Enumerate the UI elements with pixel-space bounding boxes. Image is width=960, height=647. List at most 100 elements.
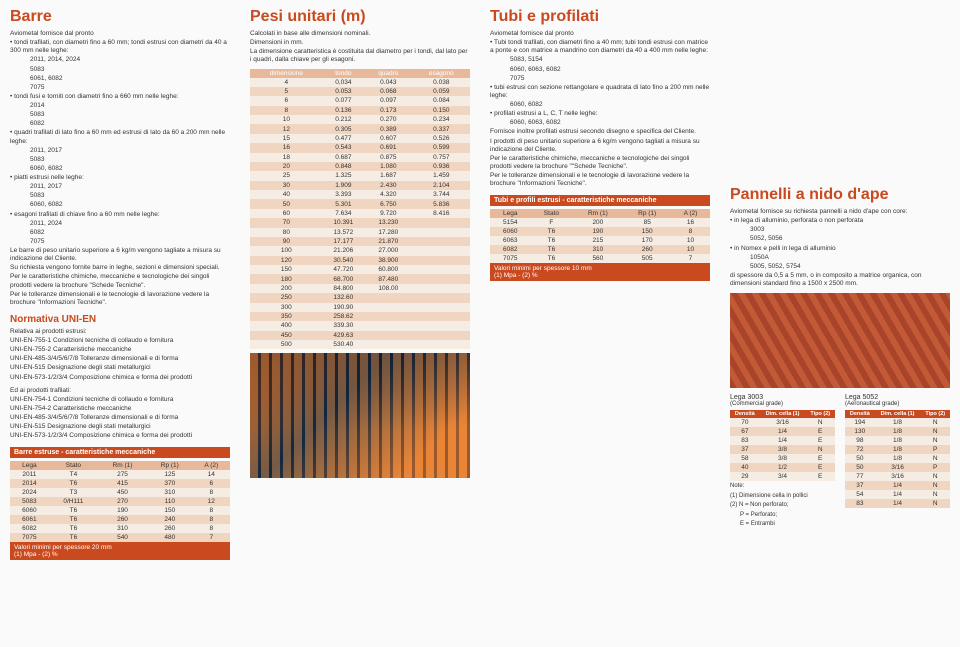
td: 90 <box>250 237 323 246</box>
td: 83 <box>845 499 875 508</box>
td: 560 <box>572 254 623 263</box>
li: in lega di alluminio, perforata o non pe… <box>730 217 950 225</box>
td: 3.393 <box>323 190 364 199</box>
table-row: 40,0340.0430.038 <box>250 78 470 87</box>
li: tondi fusi e torniti con diametri fino a… <box>10 93 230 101</box>
foot: (1) Mpa - (2) % <box>14 551 226 558</box>
td: 120 <box>250 256 323 265</box>
td: 0/H111 <box>49 497 98 506</box>
alloy: 7075 <box>490 75 710 83</box>
td: 170 <box>623 236 671 245</box>
honeycomb-photo <box>730 293 950 388</box>
column-tubi: Tubi e profilati Aviometal fornisce dal … <box>480 0 720 647</box>
table-row: 1301/8N <box>845 427 950 436</box>
td <box>364 293 413 302</box>
norm: UNI-EN-485-3/4/5/6/7/8 Tolleranze dimens… <box>10 355 230 363</box>
td: 37 <box>730 445 760 454</box>
table: LegaStatoRm (1)Rp (1)A (2) 2011T42751251… <box>10 461 230 542</box>
td: 300 <box>250 303 323 312</box>
td: N <box>805 445 835 454</box>
table-row: 607.6349.7208.416 <box>250 209 470 218</box>
alloy: 6082 <box>10 229 230 237</box>
td: 4.320 <box>364 190 413 199</box>
td: 258.62 <box>323 312 364 321</box>
td: 450 <box>250 331 323 340</box>
td: 10 <box>671 245 710 254</box>
td: T6 <box>49 479 98 488</box>
td <box>364 331 413 340</box>
li: tondi trafilati, con diametri fino a 60 … <box>10 39 230 55</box>
td: 10.391 <box>323 218 364 227</box>
td: 3/16 <box>760 418 806 427</box>
td: 7075 <box>10 533 49 542</box>
td: 260 <box>623 245 671 254</box>
td: 0.936 <box>413 162 470 171</box>
table-row: 15047.72060.800 <box>250 265 470 274</box>
table-row: 1941/8N <box>845 418 950 427</box>
td: 40 <box>730 463 760 472</box>
para: Per le caratteristiche chimiche, meccani… <box>490 155 710 171</box>
td: E <box>805 463 835 472</box>
td: 0.607 <box>364 134 413 143</box>
td <box>413 340 470 349</box>
table-row: 12030.54038.900 <box>250 256 470 265</box>
td: 80 <box>250 228 323 237</box>
alloy: 1050A <box>730 254 950 262</box>
alloy: 7075 <box>10 238 230 246</box>
td: 7.634 <box>323 209 364 218</box>
table-row: 721/8P <box>845 445 950 454</box>
td: 85 <box>623 218 671 227</box>
td: 5.301 <box>323 199 364 208</box>
td: 58 <box>730 454 760 463</box>
txt: Aviometal fornisce dal pronto <box>490 30 710 38</box>
alloy: 6060, 6063, 6082 <box>490 119 710 127</box>
td: 429.63 <box>323 331 364 340</box>
table-row: 6061T62602408 <box>10 515 230 524</box>
table-pesi: dimensionetondoquadroesagono 40,0340.043… <box>250 69 470 350</box>
td: 260 <box>147 524 193 533</box>
table-row: 401/2E <box>730 463 835 472</box>
table-row: 501/8N <box>845 454 950 463</box>
para: Su richiesta vengono fornite barre in le… <box>10 264 230 272</box>
para: La dimensione caratteristica è costituit… <box>250 48 470 64</box>
td: 1/8 <box>875 436 921 445</box>
td: 0.150 <box>413 106 470 115</box>
table-row: 503/16P <box>845 463 950 472</box>
td: 108.00 <box>364 284 413 293</box>
td: 310 <box>147 488 193 497</box>
td: 14 <box>193 470 230 479</box>
td: T6 <box>49 533 98 542</box>
table-lega-5052: Lega 5052 (Aeronautical grade) DensitàDi… <box>845 394 950 530</box>
td <box>364 312 413 321</box>
table-row: 50830/H11127011012 <box>10 497 230 506</box>
column-pesi: Pesi unitari (m) Calcolati in base alle … <box>240 0 480 647</box>
th: Rp (1) <box>623 209 671 218</box>
td: 7075 <box>490 254 530 263</box>
td: 72 <box>845 445 875 454</box>
td: 1/4 <box>875 499 921 508</box>
th: dimensione <box>250 69 323 78</box>
td: 0,034 <box>323 78 364 87</box>
td: 339.30 <box>323 321 364 330</box>
th: Stato <box>530 209 572 218</box>
table-row: 200.8481.0800.936 <box>250 162 470 171</box>
td: 1/8 <box>875 454 921 463</box>
alloy: 6060, 6082 <box>490 101 710 109</box>
table-row: 60.0770.0970.084 <box>250 96 470 105</box>
table-row: 300190.90 <box>250 303 470 312</box>
td <box>413 228 470 237</box>
td: 1/4 <box>875 490 921 499</box>
td: 6063 <box>490 236 530 245</box>
li: tubi estrusi con sezione rettangolare e … <box>490 84 710 100</box>
td: 5 <box>250 87 323 96</box>
table-row: 981/8N <box>845 436 950 445</box>
td: 0.068 <box>364 87 413 96</box>
td: E <box>805 454 835 463</box>
table-row: 2014T64153706 <box>10 479 230 488</box>
alloy: 2014 <box>10 102 230 110</box>
td: 8 <box>193 524 230 533</box>
norm: UNI-EN-755-2 Caratteristiche meccaniche <box>10 346 230 354</box>
td: 38.900 <box>364 256 413 265</box>
table-row: 773/16N <box>845 472 950 481</box>
td: 1/4 <box>760 436 806 445</box>
